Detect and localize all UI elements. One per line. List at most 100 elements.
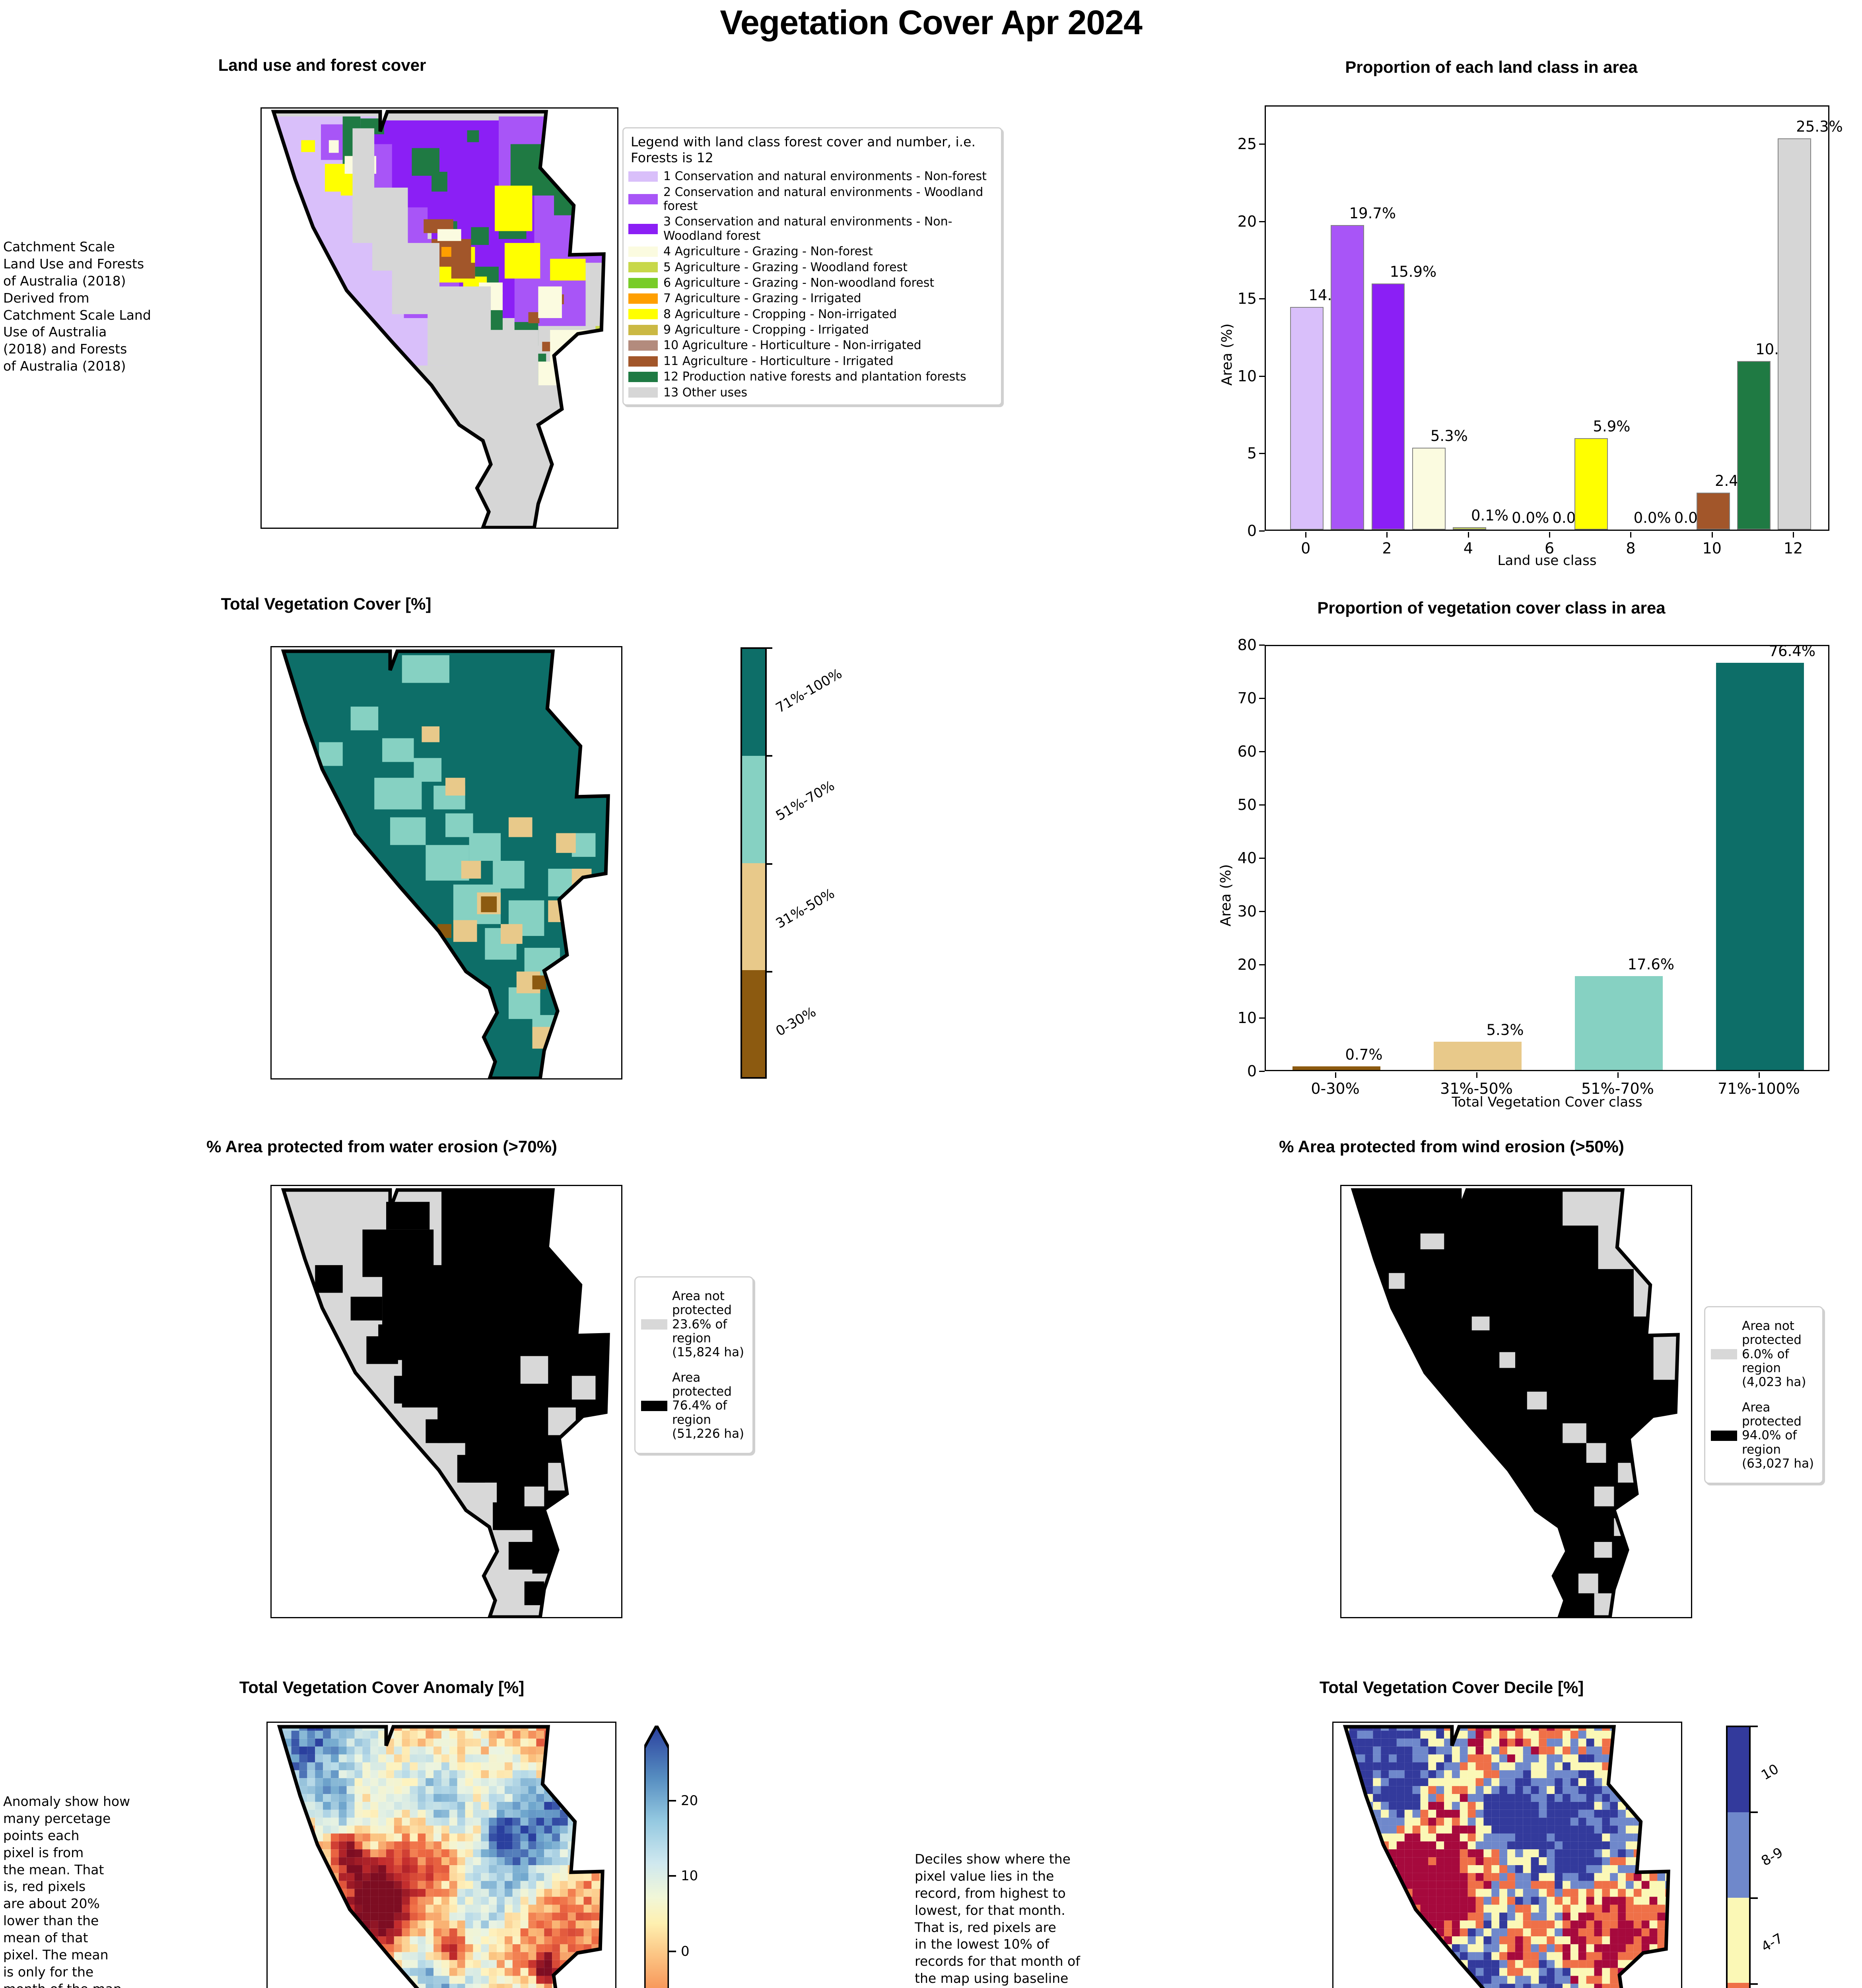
- water-erosion-map[interactable]: [270, 1185, 622, 1618]
- water-erosion-legend[interactable]: Area not protected 23.6% of region (15,8…: [634, 1276, 754, 1454]
- land-use-legend-item[interactable]: 8 Agriculture - Cropping - Non-irrigated: [628, 307, 996, 322]
- legend-item-label: 6 Agriculture - Grazing - Non-woodland f…: [663, 276, 935, 290]
- legend-item-label: 2 Conservation and natural environments …: [663, 185, 983, 213]
- land-class-y-tick-label: 25: [1237, 135, 1257, 153]
- wind-erosion-map[interactable]: [1340, 1185, 1692, 1618]
- land-use-legend-item[interactable]: 5 Agriculture - Grazing - Woodland fores…: [628, 260, 996, 275]
- wind-erosion-map-graphic: [1351, 1188, 1680, 1617]
- land-use-map[interactable]: [260, 107, 618, 529]
- veg-cover-bar[interactable]: [1434, 1041, 1522, 1070]
- water-erosion-title: % Area protected from water erosion (>70…: [206, 1137, 557, 1156]
- veg-cover-colorbar-label: 31%-50%: [773, 885, 838, 932]
- decile-title: Total Vegetation Cover Decile [%]: [1319, 1678, 1584, 1697]
- veg-cover-x-axis-label: Total Vegetation Cover class: [1452, 1094, 1642, 1110]
- land-class-bar[interactable]: [1371, 283, 1405, 530]
- wind-erosion-legend[interactable]: Area not protected 6.0% of region (4,023…: [1704, 1306, 1823, 1484]
- land-use-legend-item[interactable]: 13 Other uses: [628, 385, 996, 400]
- veg-cover-colorbar-label: 51%-70%: [773, 777, 838, 824]
- land-class-bar[interactable]: [1452, 527, 1486, 530]
- legend-color-swatch: [641, 1400, 667, 1411]
- anomaly-colorbar-label: 0: [681, 1943, 690, 1959]
- land-class-bar[interactable]: [1331, 225, 1364, 530]
- y-tick-mark: [1259, 751, 1265, 752]
- veg-cover-bar[interactable]: [1716, 663, 1804, 1070]
- wind-erosion-legend-item[interactable]: Area not protected 6.0% of region (4,023…: [1711, 1314, 1817, 1395]
- water-erosion-legend-item[interactable]: Area protected 76.4% of region (51,226 h…: [641, 1365, 747, 1447]
- land-class-bar-value: 0.0%: [1633, 509, 1671, 526]
- anomaly-map[interactable]: [266, 1722, 616, 1988]
- land-use-legend-item[interactable]: 11 Agriculture - Horticulture - Irrigate…: [628, 353, 996, 369]
- land-use-legend-item[interactable]: 6 Agriculture - Grazing - Non-woodland f…: [628, 275, 996, 291]
- wind-erosion-legend-item[interactable]: Area protected 94.0% of region (63,027 h…: [1711, 1395, 1817, 1477]
- veg-cover-y-tick-label: 80: [1237, 636, 1257, 654]
- land-use-legend[interactable]: Legend with land class forest cover and …: [622, 127, 1002, 406]
- water-erosion-legend-item[interactable]: Area not protected 23.6% of region (15,8…: [641, 1284, 747, 1365]
- land-class-bar[interactable]: [1696, 492, 1730, 530]
- veg-cover-colorbar-tick: [765, 971, 772, 973]
- legend-color-swatch: [628, 293, 658, 304]
- land-use-legend-item[interactable]: 4 Agriculture - Grazing - Non-forest: [628, 244, 996, 259]
- land-use-legend-item[interactable]: 9 Agriculture - Cropping - Irrigated: [628, 322, 996, 338]
- land-class-bar[interactable]: [1412, 447, 1446, 530]
- y-tick-mark: [1259, 221, 1265, 222]
- anomaly-colorbar-tick: [669, 1875, 676, 1877]
- decile-colorbar-segment: [1728, 1812, 1749, 1898]
- land-class-y-axis-label: Area (%): [1219, 323, 1235, 386]
- land-class-bar-value: 15.9%: [1390, 263, 1437, 281]
- x-tick-mark: [1630, 532, 1632, 538]
- land-use-legend-item[interactable]: 12 Production native forests and plantat…: [628, 369, 996, 384]
- legend-item-label: 8 Agriculture - Cropping - Non-irrigated: [663, 307, 897, 321]
- anomaly-map-graphic: [277, 1725, 604, 1988]
- veg-cover-x-tick-label: 51%-70%: [1581, 1080, 1654, 1097]
- legend-item-label: 7 Agriculture - Grazing - Irrigated: [663, 291, 861, 306]
- land-class-bar[interactable]: [1290, 307, 1324, 530]
- decile-note: Deciles show where the pixel value lies …: [915, 1851, 1080, 1988]
- land-class-bar-value: 25.3%: [1796, 118, 1843, 135]
- veg-cover-bar[interactable]: [1575, 976, 1663, 1070]
- land-use-legend-item[interactable]: 2 Conservation and natural environments …: [628, 184, 996, 214]
- veg-cover-colorbar[interactable]: 0-30% 31%-50% 51%-70% 71%-100%: [741, 647, 845, 1079]
- veg-cover-colorbar-segment: [742, 756, 765, 863]
- land-class-bar[interactable]: [1574, 438, 1608, 530]
- legend-item-label: 10 Agriculture - Horticulture - Non-irri…: [663, 338, 921, 353]
- veg-cover-y-tick-label: 30: [1237, 903, 1257, 920]
- land-class-y-tick-label: 5: [1247, 445, 1257, 462]
- veg-cover-bar-chart[interactable]: 0.7% 5.3% 17.6% 76.4% 0 10 20 30 40 50 60 70 80 0-3…: [1153, 636, 1853, 1121]
- land-class-x-tick-label: 12: [1783, 540, 1803, 557]
- land-use-legend-item[interactable]: 3 Conservation and natural environments …: [628, 214, 996, 244]
- catchment-outline: [281, 649, 610, 1078]
- decile-colorbar-segment: [1728, 1983, 1749, 1988]
- land-class-bar[interactable]: [1737, 361, 1771, 530]
- veg-cover-bar[interactable]: [1293, 1066, 1380, 1070]
- y-tick-mark: [1259, 964, 1265, 965]
- legend-color-swatch: [628, 340, 658, 351]
- anomaly-title: Total Vegetation Cover Anomaly [%]: [239, 1678, 525, 1697]
- land-class-bar-chart[interactable]: 14.4%19.7%15.9%5.3%0.1%0.0%0.0%5.9%0.0%0…: [1153, 99, 1853, 577]
- veg-cover-colorbar-segment: [742, 863, 765, 970]
- decile-map[interactable]: [1332, 1722, 1682, 1988]
- anomaly-colorbar-body: [644, 1726, 669, 1988]
- land-use-legend-item[interactable]: 7 Agriculture - Grazing - Irrigated: [628, 291, 996, 306]
- legend-item-label: 13 Other uses: [663, 385, 748, 400]
- veg-cover-x-tick-label: 31%-50%: [1440, 1080, 1513, 1097]
- veg-cover-map[interactable]: [270, 646, 622, 1079]
- y-tick-mark: [1259, 804, 1265, 806]
- land-class-x-tick-label: 10: [1702, 540, 1722, 557]
- decile-colorbar-label: 4-7: [1759, 1930, 1786, 1955]
- decile-colorbar[interactable]: 12-34-78-910: [1726, 1726, 1786, 1988]
- veg-cover-colorbar-segment: [742, 649, 765, 756]
- y-tick-mark: [1259, 858, 1265, 859]
- land-use-legend-item[interactable]: 10 Agriculture - Horticulture - Non-irri…: [628, 338, 996, 353]
- veg-cover-colorbar-tick: [765, 863, 772, 865]
- decile-colorbar-tick: [1751, 1811, 1758, 1813]
- x-tick-mark: [1549, 532, 1551, 538]
- land-class-y-tick-label: 0: [1247, 522, 1257, 540]
- veg-cover-y-tick-label: 20: [1237, 956, 1257, 973]
- land-use-legend-item[interactable]: 1 Conservation and natural environments …: [628, 169, 996, 184]
- land-class-bar[interactable]: [1778, 138, 1811, 530]
- land-use-map-title: Land use and forest cover: [218, 56, 426, 74]
- legend-color-swatch: [628, 246, 658, 257]
- legend-color-swatch: [1711, 1349, 1737, 1360]
- veg-cover-map-graphic: [281, 649, 610, 1078]
